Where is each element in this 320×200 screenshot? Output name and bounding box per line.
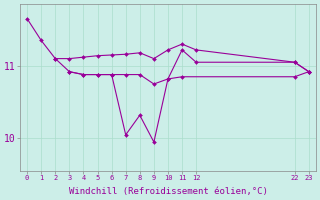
X-axis label: Windchill (Refroidissement éolien,°C): Windchill (Refroidissement éolien,°C)	[68, 187, 268, 196]
